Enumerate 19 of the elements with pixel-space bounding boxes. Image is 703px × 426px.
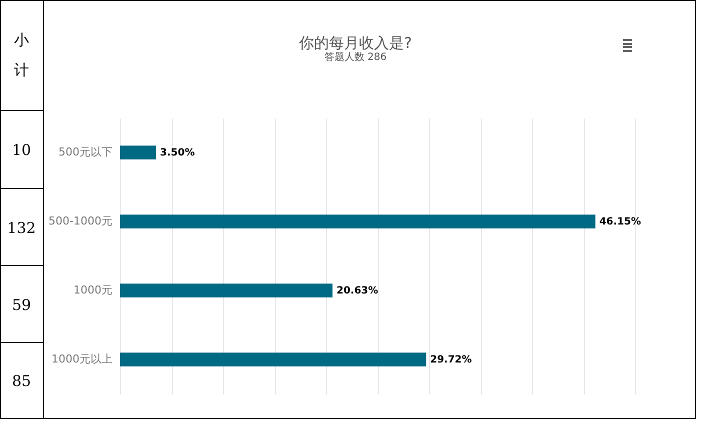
data-label: 3.50%	[160, 148, 195, 158]
text: 10	[12, 141, 32, 159]
chart-title: 你的每月收入是?	[298, 34, 412, 52]
data-label: 46.15%	[599, 216, 641, 228]
bar	[120, 284, 332, 298]
chart-subtitle: 答题人数 286	[324, 51, 387, 63]
text: 85	[12, 372, 32, 390]
bar	[120, 352, 426, 366]
bar	[120, 214, 596, 228]
bar	[120, 146, 156, 160]
y-tick-label: 1000元以上	[52, 352, 112, 366]
data-label: 20.63%	[336, 286, 378, 296]
text: 小计	[14, 30, 30, 81]
text: 59	[12, 296, 32, 314]
data-label: 29.72%	[430, 354, 472, 366]
y-tick-label: 500-1000元	[48, 214, 112, 228]
y-tick-label: 1000元	[74, 284, 112, 296]
text: 132	[7, 218, 36, 236]
y-tick-label: 500元以下	[58, 146, 112, 158]
